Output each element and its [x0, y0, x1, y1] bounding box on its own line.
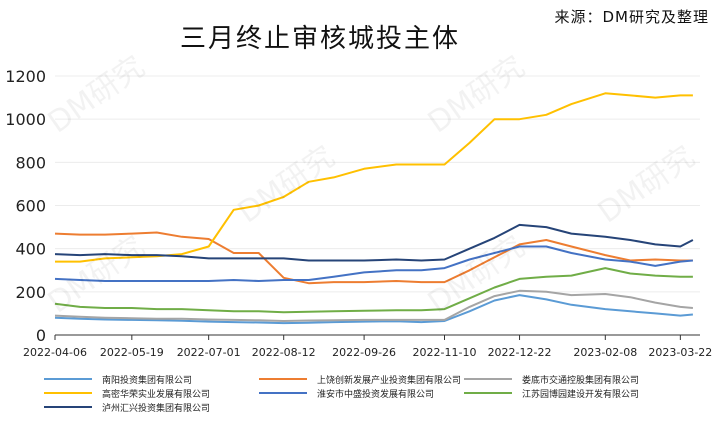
series-line-5 — [54, 245, 693, 282]
y-tick-label: 600 — [15, 197, 46, 216]
legend-swatch — [44, 378, 92, 380]
series-lines — [54, 92, 694, 325]
legend-label: 娄底市交通控股集团有限公司 — [522, 375, 640, 386]
x-tick-label: 2022-11-10 — [413, 346, 477, 359]
x-tick-label: 2022-04-06 — [23, 346, 87, 359]
legend-item: 泸州汇兴投资集团有限公司 — [44, 400, 210, 414]
legend-item: 高密华荣实业发展有限公司 — [44, 386, 210, 400]
legend-label: 江苏园博园建设开发有限公司 — [522, 389, 640, 400]
x-tick-label: 2022-09-26 — [332, 346, 396, 359]
legend-item: 江苏园博园建设开发有限公司 — [464, 386, 639, 400]
source-note: 来源：DM研究及整理 — [554, 8, 709, 26]
legend-label: 泸州汇兴投资集团有限公司 — [102, 403, 211, 414]
x-axis: 2022-04-06 2022-05-19 2022-07-01 2022-08-12… — [23, 334, 712, 359]
y-tick-label: 1000 — [5, 110, 46, 129]
x-tick-label: 2023-02-08 — [573, 346, 637, 359]
legend-item: 娄底市交通控股集团有限公司 — [464, 372, 639, 386]
x-tick-label: 2022-08-12 — [252, 346, 316, 359]
chart-title: 三月终止审核城投主体 — [179, 24, 460, 54]
series-line-3 — [54, 289, 693, 322]
series-line-1 — [54, 294, 693, 325]
y-tick-label: 1200 — [5, 67, 46, 86]
legend-swatch — [464, 392, 512, 394]
legend-item: 南阳投资集团有限公司 — [44, 372, 192, 386]
y-tick-label: 200 — [15, 283, 46, 302]
series-line-6 — [54, 267, 693, 314]
x-tick-label: 2022-05-19 — [100, 346, 164, 359]
y-axis: 0 200 400 600 800 1000 1200 — [5, 67, 46, 345]
legend-label: 淮安市中盛投资发展有限公司 — [317, 389, 435, 400]
legend-swatch — [44, 392, 92, 394]
x-tick-label: 2022-07-01 — [177, 346, 241, 359]
legend-label: 高密华荣实业发展有限公司 — [102, 389, 211, 400]
legend-swatch — [259, 378, 307, 380]
x-tick-label: 2023-03-22 — [648, 346, 712, 359]
series-line-2 — [54, 231, 693, 285]
legend-label: 上饶创新发展产业投资集团有限公司 — [317, 375, 462, 386]
legend-item: 上饶创新发展产业投资集团有限公司 — [259, 372, 461, 386]
legend-item: 淮安市中盛投资发展有限公司 — [259, 386, 434, 400]
grid-lines — [55, 75, 700, 293]
legend-swatch — [464, 378, 512, 380]
legend-swatch — [44, 406, 92, 408]
legend-label: 南阳投资集团有限公司 — [102, 375, 193, 386]
y-tick-label: 800 — [15, 153, 46, 172]
series-line-7 — [54, 223, 694, 262]
y-tick-label: 0 — [36, 326, 46, 345]
legend-swatch — [259, 392, 307, 394]
y-tick-label: 400 — [15, 240, 46, 259]
x-tick-label: 2022-12-22 — [488, 346, 552, 359]
